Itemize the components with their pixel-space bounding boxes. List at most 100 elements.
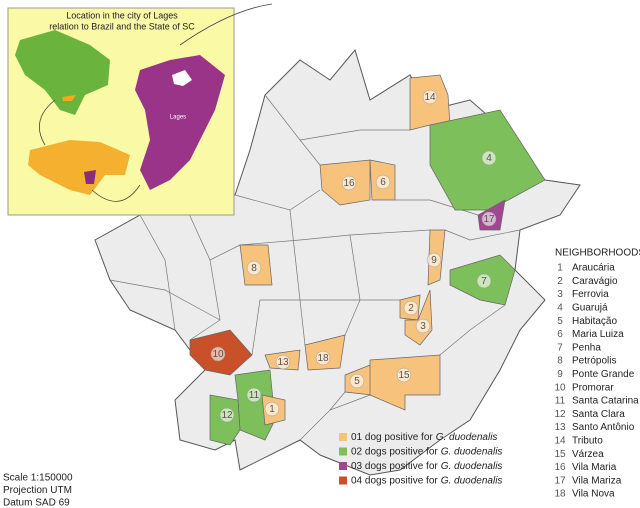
area-15	[369, 354, 441, 411]
list-number: 1	[557, 263, 563, 274]
area-number: 2	[408, 303, 414, 314]
label-circle	[422, 89, 438, 105]
legend-entry: 01 dog positive for G. duodenalis	[351, 432, 497, 443]
lages-shape	[135, 55, 225, 190]
label-circle	[219, 407, 235, 423]
list-number: 17	[554, 475, 566, 486]
list-name: Maria Luiza	[572, 329, 624, 340]
list-name: Araucária	[572, 263, 615, 274]
lages-urban	[172, 70, 192, 86]
area-number: 17	[483, 214, 495, 225]
label-circle	[349, 373, 365, 389]
legend-species: G. duodenalis	[441, 461, 503, 472]
list-number: 10	[554, 382, 566, 393]
list-name: Várzea	[572, 449, 604, 460]
legend-label: 03 dogs positive for	[351, 461, 438, 472]
map-labels: 14 4 16 6 17 8 9 7 23 18 13 10 5 15 11 12 1	[210, 89, 497, 423]
list-number: 15	[554, 449, 566, 460]
legend-label: 01 dog positive for	[351, 432, 433, 443]
label-circle	[403, 300, 419, 316]
scale-line: Datum SAD 69	[3, 498, 70, 508]
list-name: Santa Catarina	[572, 396, 639, 407]
list-number: 4	[557, 303, 563, 314]
list-name: Vila Maria	[572, 462, 617, 473]
label-circle	[341, 175, 357, 191]
scale-line: Projection UTM	[3, 485, 72, 496]
area-number: 5	[354, 376, 360, 387]
label-circle	[481, 211, 497, 227]
sc-small	[62, 95, 76, 101]
label-circle	[426, 252, 442, 268]
neighborhood-borders	[109, 94, 521, 441]
list-number: 18	[554, 489, 566, 500]
inset-title: relation to Brazil and the State of SC	[49, 21, 195, 31]
inset-city-label: Lages	[170, 115, 186, 121]
brazil-shape	[15, 30, 110, 115]
list-name: Habitação	[572, 316, 617, 327]
legend-entry: 03 dogs positive for G. duodenalis	[351, 461, 502, 472]
legend-species: G. duodenalis	[441, 475, 503, 486]
neighborhood-list: NEIGHBORHOODS 1 Araucária 2 Caravágio 3 Ferrov…	[554, 248, 640, 500]
area-number: 14	[424, 92, 436, 103]
label-circle	[476, 273, 492, 289]
list-number: 9	[557, 369, 563, 380]
label-circle	[264, 401, 280, 417]
label-circle	[396, 367, 412, 383]
inset-title: Location in the city of Lages	[66, 10, 178, 20]
legend-species: G. duodenalis	[441, 446, 503, 457]
list-name: Santa Clara	[572, 409, 625, 420]
list-name: Tributo	[572, 436, 603, 447]
scale-line: Scale 1:150000	[3, 473, 73, 484]
legend-swatch	[339, 447, 347, 456]
list-number: 5	[557, 316, 563, 327]
list-name: Ferrovia	[572, 289, 609, 300]
label-circle	[481, 150, 497, 166]
legend-swatch	[339, 476, 347, 485]
list-number: 16	[554, 462, 566, 473]
label-circle	[246, 260, 262, 276]
area-number: 6	[380, 177, 386, 188]
list-name: Penha	[572, 342, 601, 353]
area-number: 9	[431, 255, 437, 266]
legend-label: 02 dogs positive for	[351, 446, 438, 457]
legend-label: 04 dogs positive for	[351, 475, 438, 486]
list-number: 11	[555, 396, 566, 407]
area-number: 15	[398, 370, 410, 381]
list-name: Vila Nova	[572, 489, 615, 500]
list-number: 8	[557, 356, 563, 367]
label-circle	[275, 354, 291, 370]
label-circle	[210, 346, 226, 362]
legend-species: G. duodenalis	[436, 432, 498, 443]
area-number: 4	[486, 153, 492, 164]
area-number: 8	[251, 263, 257, 274]
list-name: Santo Antônio	[572, 422, 635, 433]
list-number: 6	[557, 329, 563, 340]
list-number: 12	[554, 409, 566, 420]
list-name: Caravágio	[572, 276, 618, 287]
list-number: 2	[557, 276, 563, 287]
area-number: 7	[481, 276, 487, 287]
lages-small	[84, 170, 96, 184]
legend-entry: 04 dogs positive for G. duodenalis	[351, 475, 502, 486]
area-number: 3	[420, 321, 426, 332]
label-circle	[246, 387, 262, 403]
list-name: Ponte Grande	[572, 369, 635, 380]
list-name: Vila Mariza	[572, 475, 622, 486]
area-number: 16	[343, 178, 355, 189]
area-number: 12	[221, 410, 233, 421]
list-number: 7	[557, 342, 563, 353]
sc-shape	[28, 140, 130, 195]
label-circle	[415, 318, 431, 334]
list-name: Guarujá	[572, 303, 608, 314]
list-title: NEIGHBORHOODS	[555, 248, 640, 259]
list-number: 14	[554, 436, 566, 447]
area-number: 1	[269, 404, 275, 415]
list-name: Promorar	[572, 382, 614, 393]
legend-entry: 02 dogs positive for G. duodenalis	[351, 446, 502, 457]
area-number: 18	[317, 353, 329, 364]
area-number: 10	[212, 349, 224, 360]
label-circle	[375, 174, 391, 190]
